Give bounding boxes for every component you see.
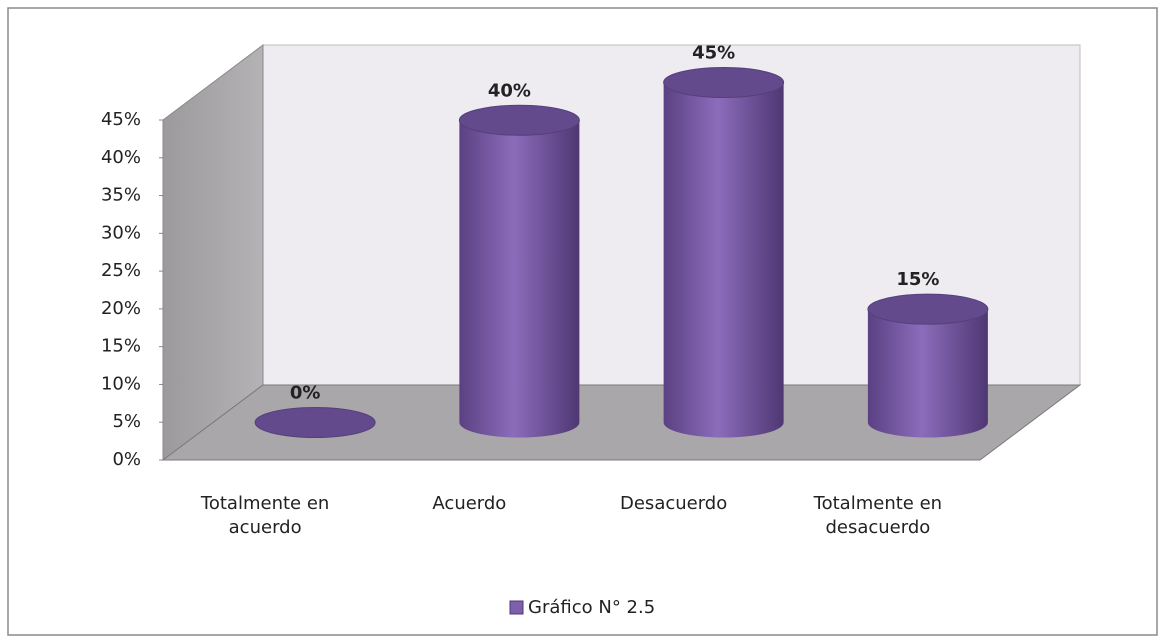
y-tick-label: 40% [101, 147, 141, 168]
x-tick-label: Desacuerdo [620, 493, 728, 514]
y-tick-label: 20% [101, 298, 141, 319]
x-tick-label: Totalmente en desacuerdo [813, 493, 943, 538]
y-tick-label: 10% [101, 373, 141, 394]
bar [254, 407, 376, 438]
x-tick-label: Acuerdo [432, 493, 507, 514]
y-tick-label: 15% [101, 336, 141, 357]
floor [161, 384, 1082, 461]
y-tick-label: 0% [112, 449, 141, 470]
y-tick-label: 5% [112, 411, 141, 432]
bar [663, 67, 785, 438]
cylinder-top [458, 104, 580, 136]
cylinder-top [254, 407, 376, 438]
y-tick-label: 30% [101, 222, 141, 243]
legend-swatch [509, 600, 524, 615]
x-tick-label: Totalmente en acuerdo [200, 493, 330, 538]
value-label: 45% [692, 43, 735, 64]
cylinder-body [867, 309, 988, 438]
legend-label: Gráfico N° 2.5 [528, 597, 655, 618]
cylinder-body [459, 120, 580, 438]
y-tick-label: 45% [101, 109, 141, 130]
y-tick-label: 25% [101, 260, 141, 281]
value-label: 40% [488, 80, 531, 101]
cylinder-top [867, 293, 989, 325]
y-tick-label: 35% [101, 185, 141, 206]
cylinder-body [663, 82, 784, 438]
cylinder-top [663, 67, 785, 98]
bar [867, 293, 989, 438]
value-label: 0% [290, 383, 321, 404]
bar [458, 104, 580, 438]
value-label: 15% [896, 269, 939, 290]
